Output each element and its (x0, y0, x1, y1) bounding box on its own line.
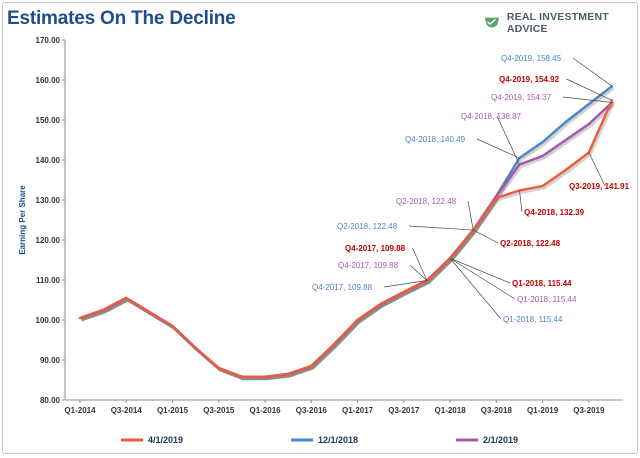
page-title: Estimates On The Decline (7, 8, 236, 29)
annotation-leader (588, 152, 606, 187)
annotation-leader (449, 258, 502, 320)
y-tick-label: 130.00 (36, 196, 61, 205)
data-label: Q1-2018, 115.44 (517, 295, 577, 304)
annotation-leader (572, 57, 613, 87)
y-axis-label: Earning Per Share (18, 185, 27, 255)
data-label: Q1-2018, 115.44 (503, 315, 563, 324)
annotation-leader (562, 96, 613, 103)
series-line (78, 99, 614, 378)
data-label: Q2-2018, 122.48 (396, 197, 457, 206)
annotation-leader (408, 225, 474, 231)
data-label: Q4-2018, 138.87 (461, 112, 522, 121)
y-tick-label: 140.00 (36, 156, 61, 165)
annotation-leader (449, 257, 516, 300)
brand-name: REAL INVESTMENT ADVICE (506, 11, 609, 35)
data-label: Q3-2019, 141.91 (569, 182, 630, 191)
data-label: Q1-2018, 115.44 (512, 279, 572, 288)
y-tick-label: 80.00 (40, 396, 61, 405)
data-label: Q2-2018, 122.48 (500, 239, 561, 248)
annotation-leader (496, 115, 520, 165)
y-tick-label: 90.00 (40, 356, 61, 365)
legend-label: 12/1/2018 (318, 435, 358, 445)
x-tick-label: Q1-2016 (249, 406, 281, 415)
x-tick-label: Q1-2017 (342, 406, 374, 415)
legend-label: 4/1/2019 (148, 435, 183, 445)
data-label: Q4-2019, 154.37 (491, 93, 552, 102)
line-chart: 80.00 90.00 100.00 110.00 120.00 130.00 140.00… (18, 36, 630, 445)
x-tick-label: Q1-2018 (435, 406, 467, 415)
x-tick-label: Q3-2014 (111, 406, 143, 415)
y-tick-label: 100.00 (36, 316, 61, 325)
annotation-leader (409, 264, 428, 281)
annotation-leader (467, 200, 474, 231)
data-label: Q4-2017, 109.88 (345, 244, 406, 253)
brand-logo-icon (484, 17, 500, 28)
y-tick-label: 120.00 (36, 236, 61, 245)
annotation-leader (566, 78, 613, 101)
data-label: Q4-2019, 154.92 (499, 75, 560, 84)
x-tick-label: Q3-2019 (573, 406, 605, 415)
x-tick-label: Q3-2017 (388, 406, 420, 415)
annotation-leader (449, 257, 511, 284)
y-tick-label: 150.00 (36, 116, 61, 125)
data-label: Q4-2018, 140.49 (405, 135, 466, 144)
x-tick-label: Q1-2019 (527, 406, 559, 415)
x-tick-label: Q1-2015 (157, 406, 189, 415)
y-tick-label: 170.00 (36, 36, 61, 45)
annotation-leader (383, 280, 428, 288)
data-label: Q2-2018, 122.48 (337, 222, 398, 231)
y-tick-label: 160.00 (36, 76, 61, 85)
x-tick-label: Q1-2014 (64, 406, 96, 415)
annotation-leader (473, 229, 499, 244)
data-label: Q4-2017, 109.88 (312, 283, 373, 292)
x-tick-label: Q3-2015 (203, 406, 235, 415)
annotation-leader (412, 247, 428, 281)
x-tick-label: Q3-2016 (296, 406, 328, 415)
data-label: Q4-2018, 132.39 (524, 208, 585, 217)
annotation-leader (476, 138, 520, 159)
legend-label: 2/1/2019 (483, 435, 518, 445)
x-tick-label: Q3-2018 (481, 406, 513, 415)
data-label: Q4-2019, 158.45 (501, 54, 562, 63)
annotation-leader (519, 190, 523, 213)
y-tick-label: 110.00 (36, 276, 61, 285)
data-label: Q4-2017, 109.88 (338, 261, 399, 270)
brand-logo: REAL INVESTMENT ADVICE (483, 11, 637, 35)
